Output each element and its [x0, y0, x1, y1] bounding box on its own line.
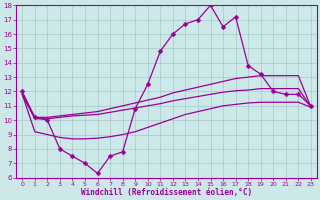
X-axis label: Windchill (Refroidissement éolien,°C): Windchill (Refroidissement éolien,°C)	[81, 188, 252, 197]
